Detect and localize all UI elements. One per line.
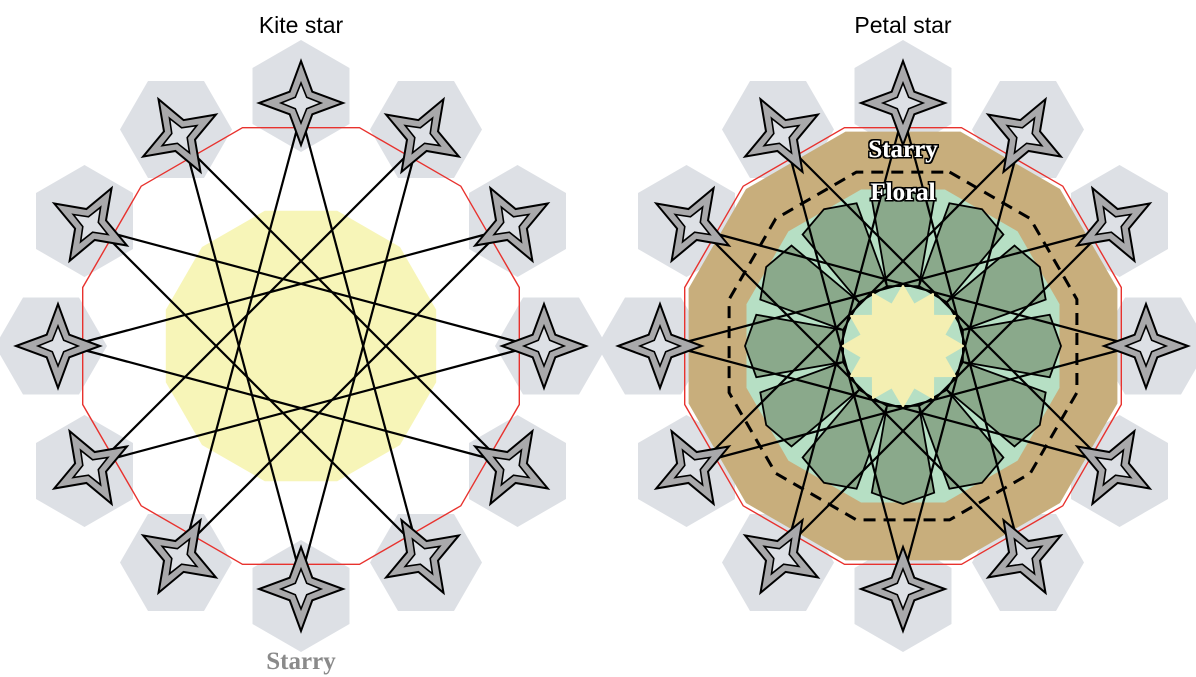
motif-notch	[71, 448, 110, 487]
strapwork-line	[99, 344, 534, 464]
motif-notch	[403, 537, 442, 576]
kite-center-zone	[165, 210, 437, 482]
petal-ring	[744, 187, 1062, 505]
strapwork-line	[299, 113, 419, 548]
motif-notch	[160, 116, 199, 155]
motif-notch	[278, 80, 324, 126]
motif-notch	[403, 116, 442, 155]
interlace-lines	[670, 113, 1136, 579]
motif-notch	[35, 323, 81, 369]
strapwork-line	[299, 144, 419, 579]
motif-notch	[492, 448, 531, 487]
motif-notch	[1005, 537, 1044, 576]
strapwork-line	[785, 113, 905, 548]
strapwork-line	[701, 229, 1020, 548]
strapwork-line	[183, 113, 303, 548]
dashed-boundary	[727, 170, 1079, 522]
motif-notch	[880, 80, 926, 126]
strapwork-line	[701, 344, 1136, 464]
motif-notch	[1094, 448, 1133, 487]
motif-notch	[637, 323, 683, 369]
interlace-lines	[68, 113, 534, 579]
strapwork-line	[184, 144, 503, 463]
boundary-dodecagon	[684, 126, 1123, 565]
petal-center-star	[841, 284, 965, 408]
strapwork-line	[68, 228, 503, 348]
motif-notch	[160, 537, 199, 576]
motif-notch	[71, 205, 110, 244]
strapwork-line	[670, 228, 1105, 348]
motif-notch	[762, 116, 801, 155]
motif-notch	[492, 205, 531, 244]
motif-notch	[880, 566, 926, 612]
starry-label: Starry	[266, 648, 336, 675]
boundary-dodecagon	[81, 126, 520, 565]
strapwork-line	[901, 144, 1021, 579]
strapwork-line	[68, 344, 503, 464]
motif-notch	[278, 566, 324, 612]
strapwork-line	[184, 229, 503, 548]
motif-ring	[13, 58, 589, 634]
panel-petal-star: Petal star Starry Floral	[597, 12, 1196, 652]
strapwork-line	[701, 144, 1020, 463]
motif-notch	[762, 537, 801, 576]
motif-notch	[1123, 323, 1169, 369]
strapwork-line	[670, 344, 1105, 464]
panel-title-kite: Kite star	[259, 12, 344, 38]
floral-label: Floral	[870, 179, 935, 206]
strapwork-line	[99, 229, 418, 548]
strapwork-line	[786, 229, 1105, 548]
starry-label: Starry	[868, 136, 938, 163]
strapwork-line	[183, 144, 303, 579]
strapwork-line	[99, 228, 534, 348]
motif-notch	[1005, 116, 1044, 155]
strapwork-line	[99, 144, 418, 463]
panel-kite-star: Kite star Starry	[0, 12, 607, 675]
strapwork-line	[901, 113, 1021, 548]
strapwork-line	[786, 144, 1105, 463]
motif-notch	[673, 205, 712, 244]
strapwork-line	[785, 144, 905, 579]
motif-notch	[1094, 205, 1133, 244]
motif-notch	[673, 448, 712, 487]
panel-title-petal: Petal star	[854, 12, 951, 38]
strapwork-line	[701, 228, 1136, 348]
motif-notch	[521, 323, 567, 369]
motif-ring	[615, 58, 1191, 634]
